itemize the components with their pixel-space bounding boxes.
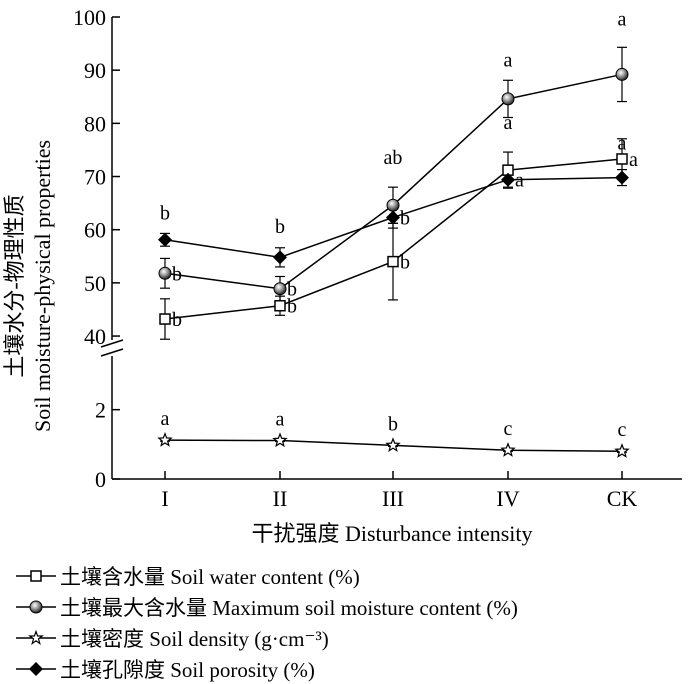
y-tick-label: 0: [95, 467, 106, 492]
significance-letter: a: [629, 149, 638, 171]
significance-letter: a: [276, 408, 285, 430]
significance-letter: a: [618, 133, 627, 155]
data-point-circle: [501, 92, 515, 106]
y-tick-label: 90: [84, 58, 106, 83]
x-axis-label: 干扰强度 Disturbance intensity: [251, 521, 532, 546]
significance-letter: b: [287, 296, 297, 318]
x-tick-label: III: [382, 486, 404, 511]
y-tick-label: 50: [84, 271, 106, 296]
y-axis-label: 土壤水分-物理性质 Soil moisture-physical propert…: [2, 140, 55, 432]
significance-letter: b: [388, 413, 398, 435]
significance-letter: b: [172, 263, 182, 285]
data-point-square: [274, 299, 286, 312]
legend-item-soil-porosity: 土壤孔隙度 Soil porosity (%): [16, 653, 518, 684]
data-point-star: [385, 437, 401, 452]
axis-break-mark: [100, 339, 124, 348]
data-point-star: [614, 443, 630, 458]
shaded-circle-marker-icon: [16, 600, 56, 613]
significance-letter: b: [400, 207, 410, 229]
legend-item-soil-density: 土壤密度 Soil density (g·cm⁻³): [16, 622, 518, 653]
significance-letter: b: [400, 252, 410, 274]
open-square-marker-icon: [16, 569, 56, 582]
significance-letter: a: [504, 49, 513, 71]
data-point-square: [616, 153, 628, 165]
data-point-diamond: [501, 172, 515, 187]
series-markers: [157, 67, 630, 458]
data-point-circle: [158, 266, 172, 280]
legend-label: 土壤最大含水量 Maximum soil moisture content (%…: [60, 595, 518, 620]
data-point-star: [157, 432, 173, 447]
y-tick-label: 40: [84, 324, 106, 349]
significance-letter: b: [275, 216, 285, 238]
data-point-circle: [273, 282, 287, 296]
significance-letter: a: [618, 8, 627, 30]
x-tick-label: I: [161, 486, 168, 511]
significance-letter: ab: [384, 147, 403, 169]
y-tick-label: 100: [73, 5, 106, 30]
data-point-circle: [386, 198, 400, 212]
significance-letter: a: [515, 170, 524, 192]
y-tick-label: 70: [84, 165, 106, 190]
significance-letter: a: [161, 408, 170, 430]
data-point-diamond: [158, 232, 172, 247]
y-tick-label: 60: [84, 218, 106, 243]
significance-letter: a: [504, 112, 513, 134]
significance-letter: b: [160, 202, 170, 224]
legend: 土壤含水量 Soil water content (%) 土壤最大含水量 Max…: [16, 560, 518, 684]
axis-break-mark: [100, 348, 124, 357]
data-point-star: [500, 442, 516, 457]
data-point-square: [159, 313, 171, 325]
filled-diamond-marker-icon: [16, 661, 56, 676]
significance-letter: b: [172, 309, 182, 331]
y-tick-label: 2: [95, 398, 106, 423]
legend-item-soil-water-content: 土壤含水量 Soil water content (%): [16, 560, 518, 591]
y-axis-label-cn: 土壤水分-物理性质: [2, 194, 27, 377]
x-tick-label: IV: [496, 486, 519, 511]
legend-label: 土壤密度 Soil density (g·cm⁻³): [60, 626, 329, 651]
data-point-square: [387, 255, 399, 268]
data-point-diamond: [386, 210, 400, 225]
legend-label: 土壤孔隙度 Soil porosity (%): [60, 657, 315, 682]
significance-letter: c: [504, 418, 513, 440]
data-point-diamond: [615, 170, 629, 185]
x-tick-label: II: [273, 486, 288, 511]
data-point-circle: [615, 67, 629, 81]
significance-letter: b: [287, 279, 297, 301]
y-axis-label-en: Soil moisture-physical properties: [30, 140, 55, 432]
open-star-marker-icon: [16, 629, 56, 645]
legend-item-maximum-soil-moisture-content: 土壤最大含水量 Maximum soil moisture content (%…: [16, 591, 518, 622]
x-tick-label: CK: [607, 486, 638, 511]
y-tick-label: 80: [84, 111, 106, 136]
legend-label: 土壤含水量 Soil water content (%): [60, 564, 360, 589]
significance-letter: c: [618, 419, 627, 441]
data-point-star: [272, 432, 288, 448]
data-point-diamond: [273, 250, 287, 265]
